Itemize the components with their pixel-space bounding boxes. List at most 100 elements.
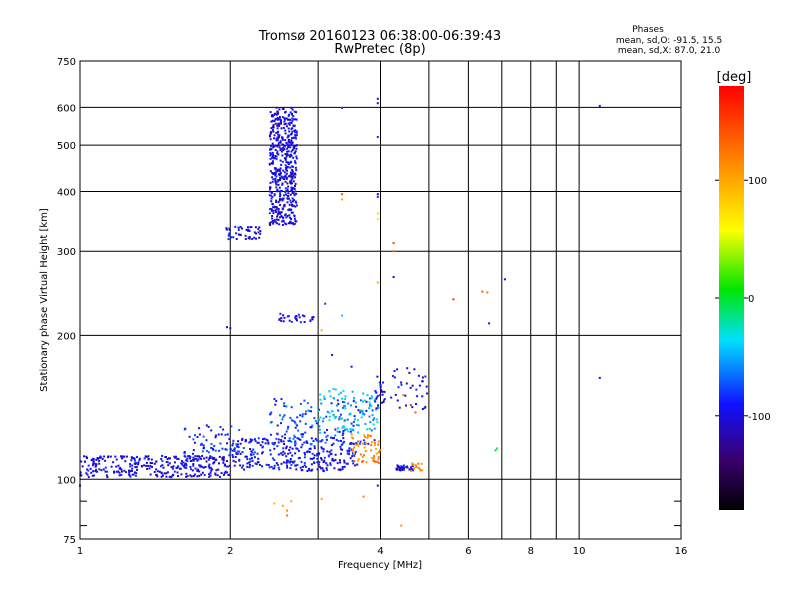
phase-stats-x: mean, sd,X: 87.0, 21.0 [618,46,721,56]
data-point [293,421,296,424]
data-point [253,456,256,459]
data-point [380,388,383,391]
data-point [131,473,134,476]
data-point [251,464,254,467]
data-point [255,232,257,235]
data-point [275,183,278,186]
data-point [279,159,282,162]
data-point [261,451,264,454]
data-point [250,457,253,460]
data-point [256,441,259,444]
data-point [334,388,337,391]
data-point [342,389,345,392]
data-point [364,449,367,452]
data-point [299,466,302,469]
data-point [85,472,88,475]
data-point [273,459,276,461]
data-point [287,452,290,455]
phase-stats-o: mean, sd,O: -91.5, 15.5 [616,36,722,46]
data-point [235,232,238,235]
data-point [291,182,293,185]
data-point [271,151,274,154]
data-point [296,319,298,322]
data-point [413,368,416,371]
data-point [229,451,232,454]
y-tick-label: 300 [57,247,76,258]
data-point [251,439,254,441]
data-point [279,312,282,315]
data-point [396,368,399,371]
data-point [349,457,352,460]
data-point [257,437,260,440]
data-point [202,435,205,438]
plot-frame [79,60,682,540]
data-point [276,112,279,115]
data-point [306,402,309,405]
data-point [320,329,323,332]
data-point [321,420,324,423]
data-point [373,444,376,447]
data-point [352,437,354,440]
data-point [281,183,284,186]
data-point [205,424,208,427]
data-point [273,120,276,123]
data-point [128,469,131,472]
data-point [271,128,274,131]
data-point [343,440,346,443]
data-point [271,203,274,206]
data-point [293,145,296,148]
data-point [130,456,133,459]
data-point [286,195,289,198]
data-point [210,446,213,449]
data-point [302,433,304,436]
data-point [145,464,148,467]
data-point [280,452,283,455]
data-point [192,464,195,467]
data-point [281,216,284,218]
data-point [292,204,295,207]
data-point [332,396,335,399]
data-point [133,457,136,460]
data-point [337,402,340,405]
data-point [87,469,90,472]
data-point [308,447,311,450]
data-point [373,439,376,442]
data-point [135,466,138,469]
data-point [200,473,203,476]
data-point [278,135,280,138]
data-point [241,451,244,454]
data-point [286,427,289,430]
data-point [425,385,428,388]
data-point [269,157,272,160]
data-point [298,316,301,319]
data-point [357,431,360,434]
data-point [289,146,292,149]
data-point [273,134,276,137]
data-point [279,193,282,196]
data-point [288,162,291,164]
data-point [199,464,202,467]
data-point [312,316,315,318]
data-point [274,149,277,151]
data-point [357,440,359,443]
data-point [294,185,296,188]
data-point [248,461,251,464]
data-point [290,140,293,143]
data-point [339,445,342,448]
data-point [276,445,279,448]
data-point [274,209,277,212]
data-point [284,180,287,183]
data-point [291,203,293,206]
data-point [269,138,272,141]
data-point [269,181,272,184]
data-point [364,435,366,438]
data-point [277,211,280,214]
data-point [272,209,275,212]
data-point [286,514,289,517]
data-point [244,440,247,443]
data-point [417,374,420,377]
data-point [368,415,371,418]
data-point [161,454,164,457]
data-point [377,405,379,408]
data-point [376,394,379,397]
